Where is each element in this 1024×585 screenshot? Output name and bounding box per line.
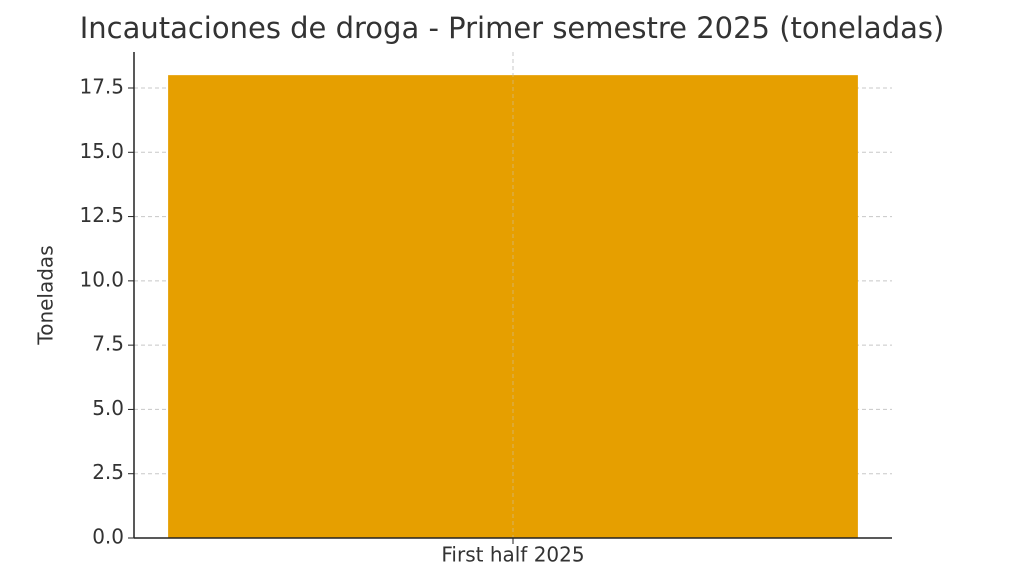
x-tick-label: First half 2025 [441, 543, 584, 567]
chart-title: Incautaciones de droga - Primer semestre… [80, 11, 945, 45]
y-tick-label: 12.5 [79, 203, 124, 227]
y-tick-label: 10.0 [79, 267, 124, 291]
y-axis-label: Toneladas [34, 245, 58, 345]
y-tick-label: 5.0 [92, 396, 124, 420]
y-tick-label: 2.5 [92, 460, 124, 484]
y-tick-label: 7.5 [92, 332, 124, 356]
y-tick-label: 0.0 [92, 525, 124, 549]
y-tick-label: 15.0 [79, 139, 124, 163]
y-tick-label: 17.5 [79, 75, 124, 99]
